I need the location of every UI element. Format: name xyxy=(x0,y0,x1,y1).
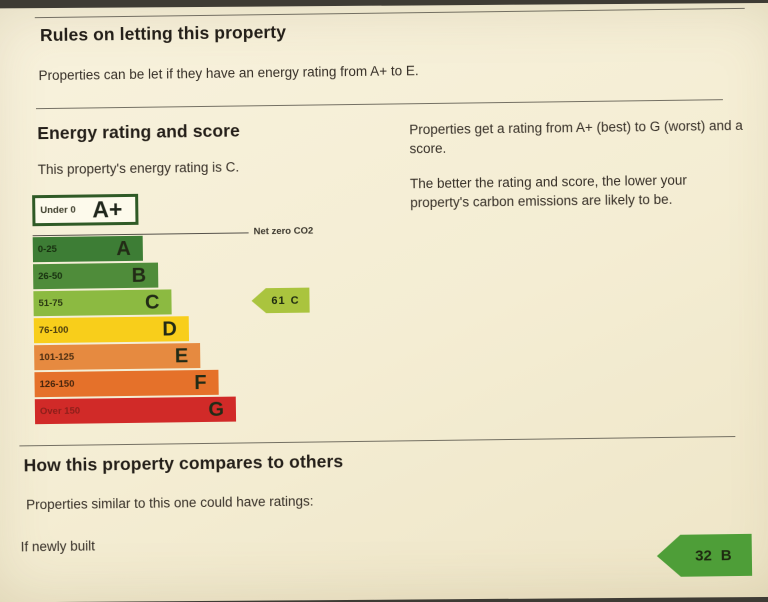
energy-rating-chart: Under 0 A+ Net zero CO2 0-25 A 26-50 B 5… xyxy=(32,191,365,431)
section-divider xyxy=(34,7,745,19)
newly-built-label: If newly built xyxy=(20,538,96,555)
band-range-label: 51-75 xyxy=(38,297,63,310)
epc-band-g: Over 150 G xyxy=(34,396,237,425)
epc-band-a-plus: Under 0 A+ xyxy=(32,193,139,227)
band-range-label: 126-150 xyxy=(39,378,75,391)
epc-band-c: 51-75 C xyxy=(33,289,172,317)
net-zero-label: Net zero CO2 xyxy=(253,225,314,238)
band-letter: A xyxy=(116,237,131,260)
rules-section-body: Properties can be let if they have an en… xyxy=(38,63,419,84)
section-divider xyxy=(35,99,723,110)
section-divider xyxy=(19,436,736,447)
rating-explainer-2: The better the rating and score, the low… xyxy=(409,172,687,211)
band-range-label: 76-100 xyxy=(38,324,69,337)
band-letter: D xyxy=(162,317,178,341)
rules-section-heading: Rules on letting this property xyxy=(39,21,287,46)
epc-band-a: 0-25 A xyxy=(32,235,143,263)
band-range-label: 101-125 xyxy=(39,351,75,364)
page-content: Rules on letting this property Propertie… xyxy=(19,7,768,586)
band-range-label: 0-25 xyxy=(37,243,57,256)
band-letter: A+ xyxy=(92,196,123,223)
band-range-label: Over 150 xyxy=(39,405,81,418)
epc-band-b: 26-50 B xyxy=(33,262,159,290)
potential-rating-marker: 32 B xyxy=(657,534,753,577)
band-range-label: 26-50 xyxy=(38,270,63,283)
epc-band-e: 101-125 E xyxy=(34,343,201,371)
epc-band-f: 126-150 F xyxy=(34,369,219,398)
current-rating-value: 61 C xyxy=(271,294,300,307)
band-letter: B xyxy=(131,264,147,287)
band-letter: F xyxy=(194,371,207,394)
band-letter: E xyxy=(174,344,189,367)
rating-section-heading: Energy rating and score xyxy=(37,120,241,144)
band-letter: C xyxy=(144,291,160,314)
rating-explainer-1: Properties get a rating from A+ (best) t… xyxy=(409,117,743,156)
band-letter: G xyxy=(208,398,225,421)
rating-explainer-column: Properties get a rating from A+ (best) t… xyxy=(409,117,744,230)
epc-band-d: 76-100 D xyxy=(33,316,190,344)
potential-rating-value: 32 B xyxy=(695,546,732,565)
rating-intro-text: This property's energy rating is C. xyxy=(37,159,240,178)
compare-section-heading: How this property compares to others xyxy=(23,451,344,476)
band-range-label: Under 0 xyxy=(40,204,76,217)
compare-section-body: Properties similar to this one could hav… xyxy=(26,493,314,513)
